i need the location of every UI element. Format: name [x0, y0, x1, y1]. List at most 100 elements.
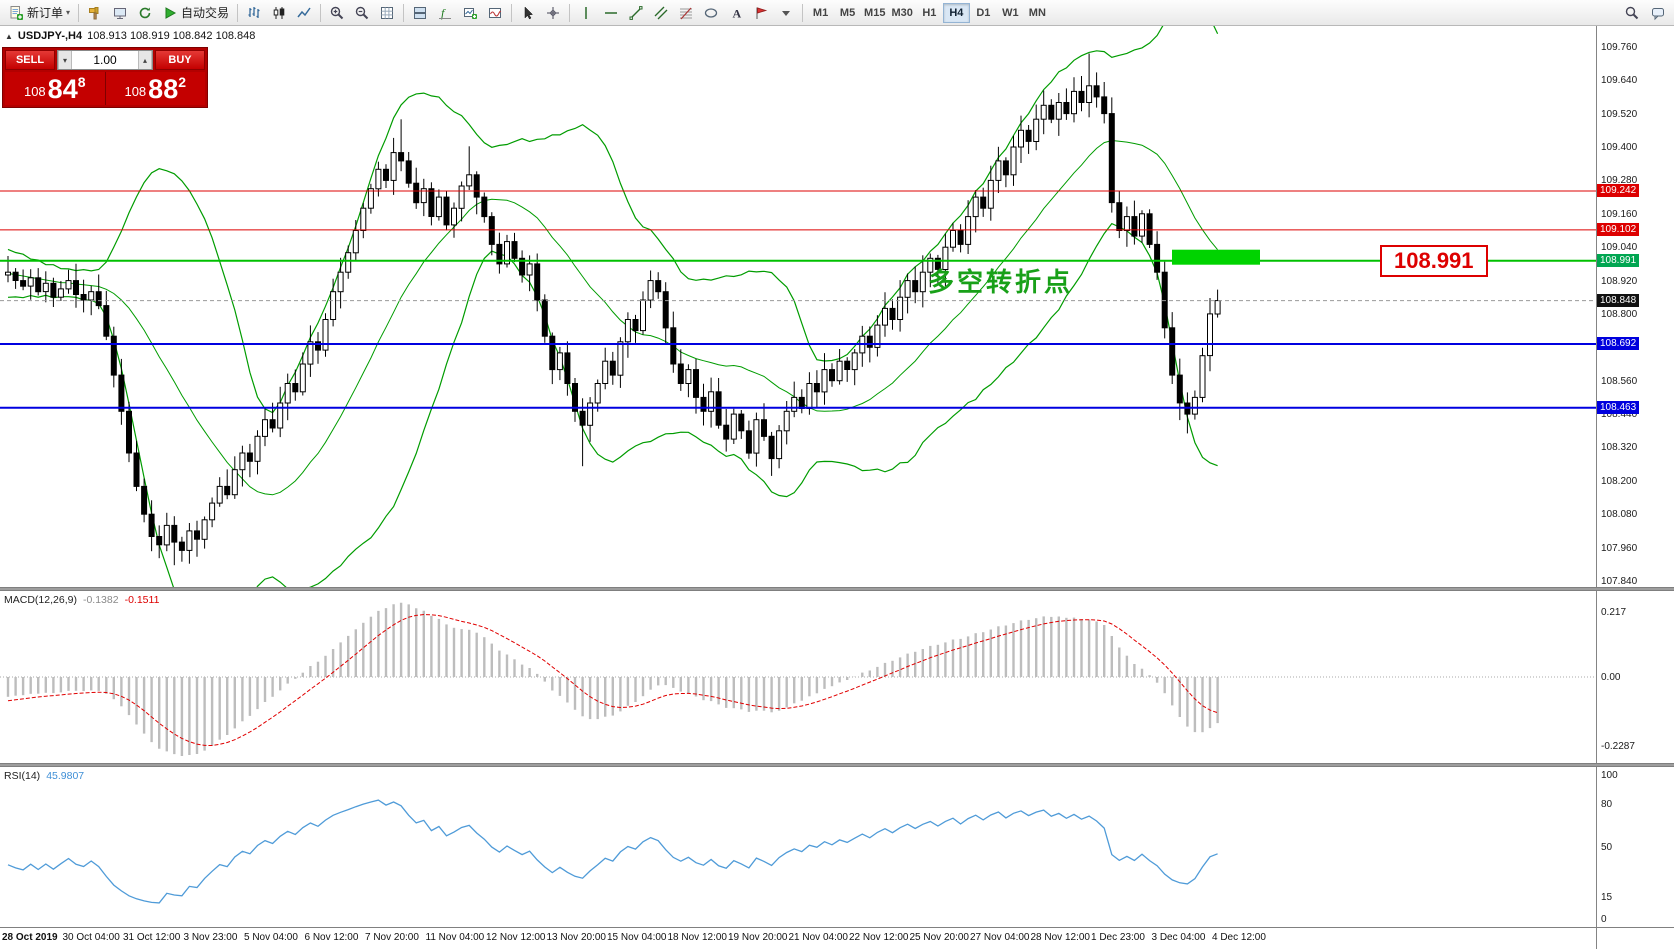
- profiles-icon: [489, 7, 502, 18]
- toolbar-indicators-button[interactable]: f: [433, 2, 457, 24]
- toolbar-separator: [320, 3, 322, 22]
- toolbar-arrow-label-button[interactable]: [749, 2, 773, 24]
- timeframe-h1-button[interactable]: H1: [916, 3, 943, 23]
- time-axis-label: 30 Oct 04:00: [62, 932, 120, 943]
- rsi-panel[interactable]: RSI(14) 45.9807 100 80 50 15 0: [0, 767, 1674, 927]
- new-order-icon: [10, 5, 23, 20]
- toolbar-trendline-button[interactable]: [624, 2, 648, 24]
- buy-price-display[interactable]: 108 88 2: [104, 72, 206, 105]
- timeframe-m5-button[interactable]: M5: [834, 3, 861, 23]
- toolbar-vertical-line-button[interactable]: [574, 2, 598, 24]
- toolbar-cursor-button[interactable]: [516, 2, 540, 24]
- toolbar-hammer-button[interactable]: [83, 2, 107, 24]
- toolbar-crosshair-button[interactable]: [541, 2, 565, 24]
- symbol-ohlc-values: 108.913 108.919 108.842 108.848: [87, 30, 256, 42]
- toolbar-equidistant-channel-button[interactable]: [649, 2, 673, 24]
- volume-input[interactable]: [72, 51, 138, 69]
- highlight-rectangle[interactable]: [1172, 249, 1260, 265]
- zoom-in-icon: [330, 6, 344, 19]
- toolbar-zoom-out-button[interactable]: [350, 2, 374, 24]
- dropdown-caret-icon: ▾: [66, 8, 71, 17]
- macd-signal-line: [7, 613, 1218, 747]
- toolbar-grid-button[interactable]: [375, 2, 399, 24]
- toolbar-separator: [237, 3, 239, 22]
- grid-icon: [381, 6, 394, 19]
- price-level-badge: 108.848: [1597, 294, 1640, 308]
- equidistant-channel-icon: [654, 6, 668, 19]
- timeframe-m15-button[interactable]: M15: [861, 3, 888, 23]
- toolbar-candle-chart-button[interactable]: [267, 2, 291, 24]
- price-level-badge: 108.463: [1597, 401, 1640, 415]
- main-chart-panel[interactable]: ▲ USDJPY-,H4 108.913 108.919 108.842 108…: [0, 26, 1674, 587]
- collapse-chart-icon[interactable]: ▲: [5, 31, 13, 41]
- price-level-badge: 109.242: [1597, 184, 1640, 198]
- timeframe-w1-button[interactable]: W1: [997, 3, 1024, 23]
- templates-icon: [464, 7, 478, 19]
- macd-panel[interactable]: MACD(12,26,9) -0.1382 -0.1511 0.217 0.00 -…: [0, 591, 1674, 763]
- time-axis-label: 3 Nov 23:00: [183, 932, 238, 943]
- toolbar-text-button[interactable]: A: [724, 2, 748, 24]
- toolbar-new-order-button[interactable]: 新订单 ▾: [4, 2, 74, 24]
- time-axis-label: 1 Dec 23:00: [1091, 932, 1145, 943]
- volume-field[interactable]: ▾ ▴: [57, 50, 153, 70]
- svg-text:A: A: [733, 6, 742, 20]
- trendline-icon: [629, 5, 643, 20]
- toolbar-separator: [78, 3, 80, 22]
- turning-point-annotation[interactable]: 多空转折点: [928, 268, 1074, 298]
- sell-price-prefix: 108: [23, 84, 46, 99]
- toolbar-bar-chart-button[interactable]: [242, 2, 266, 24]
- price-tick: 108.440: [1601, 409, 1638, 421]
- timeframe-m30-button[interactable]: M30: [888, 3, 915, 23]
- timeframe-d1-button[interactable]: D1: [970, 3, 997, 23]
- price-callout[interactable]: 108.991: [1380, 244, 1488, 277]
- toolbar-more-drawings-button[interactable]: [774, 2, 798, 24]
- sell-price-display[interactable]: 108 84 8: [5, 72, 105, 105]
- time-axis-label: 5 Nov 04:00: [244, 932, 298, 943]
- price-level-badge: 108.991: [1597, 254, 1640, 268]
- timeframe-mn-button[interactable]: MN: [1024, 3, 1051, 23]
- toolbar-separator: [569, 3, 571, 22]
- toolbar-feedback-button[interactable]: [1646, 2, 1670, 24]
- toolbar-templates-button[interactable]: [458, 2, 482, 24]
- toolbar-refresh-button[interactable]: [133, 2, 157, 24]
- toolbar-market-watch-button[interactable]: [108, 2, 132, 24]
- toolbar-autotrading-button[interactable]: 自动交易: [158, 2, 233, 24]
- price-axis-separator: [1596, 591, 1597, 763]
- toolbar-separator: [802, 3, 804, 22]
- splitter-macd-rsi[interactable]: [0, 763, 1674, 767]
- tile-windows-icon: [414, 6, 427, 19]
- sell-price-pip: 8: [77, 74, 86, 90]
- time-axis[interactable]: 28 Oct 2019 30 Oct 04:00 31 Oct 12:00 3 Nov…: [0, 927, 1674, 949]
- timeframe-h4-button[interactable]: H4: [942, 2, 970, 23]
- buy-button[interactable]: BUY: [155, 50, 205, 70]
- splitter-main-macd[interactable]: [0, 587, 1674, 591]
- toolbar-tile-windows-button[interactable]: [408, 2, 432, 24]
- price-level-badge: 109.102: [1597, 223, 1640, 237]
- macd-signal-value: -0.1511: [124, 594, 160, 606]
- time-axis-label: 19 Nov 20:00: [728, 932, 788, 943]
- toolbar-shapes-button[interactable]: [699, 2, 723, 24]
- time-axis-label: 22 Nov 12:00: [849, 932, 909, 943]
- toolbar-fibonacci-button[interactable]: [674, 2, 698, 24]
- toolbar-line-chart-button[interactable]: [292, 2, 316, 24]
- candle-chart-icon: [273, 6, 285, 19]
- sell-button[interactable]: SELL: [5, 50, 55, 70]
- volume-up-button[interactable]: ▴: [138, 51, 152, 69]
- price-tick: 108.560: [1601, 375, 1638, 387]
- toolbar-horizontal-line-button[interactable]: [599, 2, 623, 24]
- indicators-icon: f: [439, 6, 452, 20]
- timeframe-m1-button[interactable]: M1: [807, 3, 834, 23]
- macd-name: MACD(12,26,9): [4, 594, 77, 606]
- toolbar-search-button[interactable]: [1620, 2, 1644, 24]
- volume-down-button[interactable]: ▾: [58, 51, 72, 69]
- rsi-axis-tick: 80: [1601, 798, 1613, 810]
- toolbar-profiles-button[interactable]: [483, 2, 507, 24]
- timeframe-toolbar: M1 M5 M15 M30 H1 H4 D1 W1 MN: [807, 2, 1051, 23]
- rsi-canvas[interactable]: [0, 767, 1596, 927]
- price-tick: 109.760: [1601, 41, 1638, 53]
- toolbar-zoom-in-button[interactable]: [325, 2, 349, 24]
- text-icon: A: [733, 6, 742, 20]
- macd-canvas[interactable]: [0, 591, 1596, 763]
- main-chart-canvas[interactable]: [0, 26, 1596, 587]
- time-axis-label: 28 Oct 2019: [2, 932, 58, 943]
